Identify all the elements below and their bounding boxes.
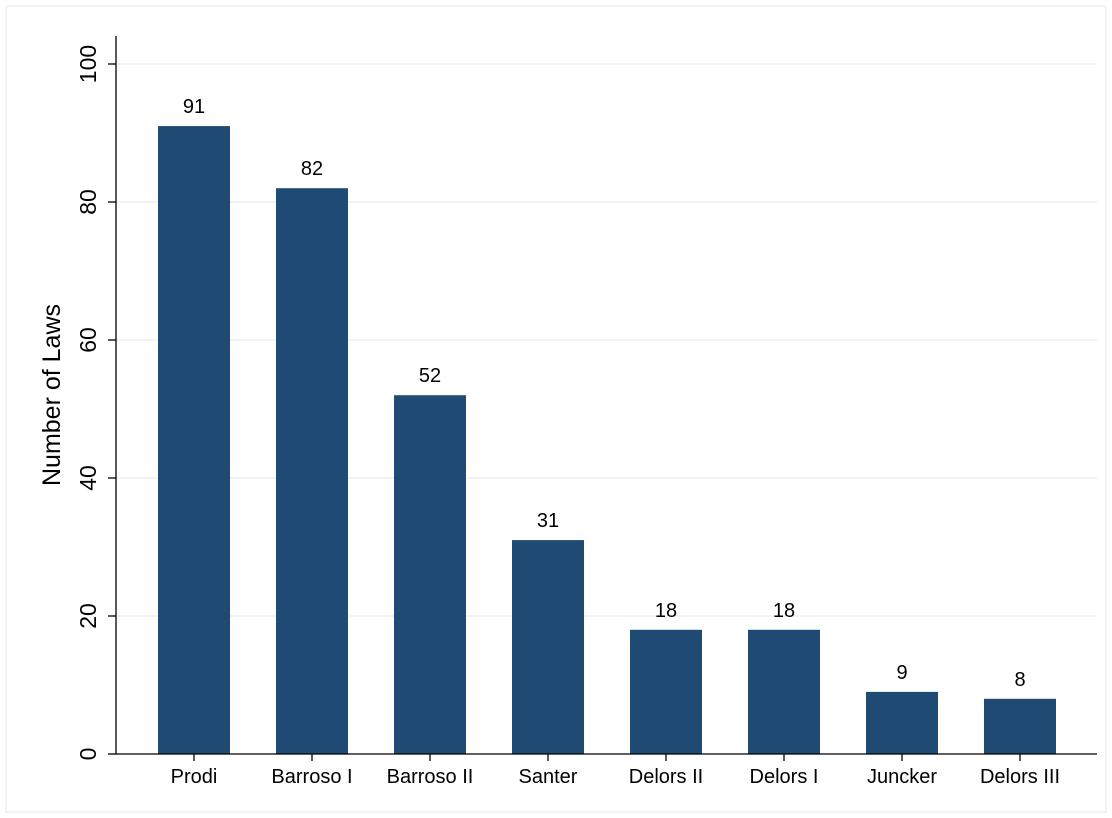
x-ticks: Prodi Barroso I Barroso II Santer Delors II D… — [171, 754, 1060, 788]
x-tick-label: Juncker — [867, 766, 937, 788]
data-label: 52 — [419, 365, 441, 387]
bar — [748, 629, 820, 754]
bar — [276, 188, 348, 754]
x-tick-label: Prodi — [171, 766, 218, 788]
data-labels: 91 82 52 31 18 18 9 8 — [183, 96, 1026, 691]
bar — [512, 540, 584, 754]
bar — [158, 126, 230, 755]
bar — [866, 691, 938, 754]
bars — [158, 126, 1056, 755]
x-tick-label: Delors II — [629, 766, 703, 788]
axes — [115, 36, 1097, 755]
x-tick-label: Delors I — [750, 766, 819, 788]
x-tick-label: Barroso I — [271, 766, 352, 788]
x-tick-label: Delors III — [980, 766, 1060, 788]
bar — [984, 698, 1056, 754]
bar — [630, 629, 702, 754]
data-label: 31 — [537, 510, 559, 532]
y-ticks: 0 20 40 60 80 100 — [75, 45, 116, 761]
data-label: 8 — [1014, 669, 1025, 691]
bar — [394, 395, 466, 754]
y-tick-label: 100 — [75, 45, 101, 83]
y-tick-label: 60 — [75, 327, 101, 353]
data-label: 9 — [896, 662, 907, 684]
y-tick-label: 40 — [75, 465, 101, 491]
y-tick-label: 0 — [75, 748, 101, 761]
data-label: 82 — [301, 158, 323, 180]
y-tick-label: 20 — [75, 603, 101, 629]
data-label: 18 — [773, 600, 795, 622]
x-tick-label: Barroso II — [387, 766, 474, 788]
x-tick-label: Santer — [519, 766, 578, 788]
data-label: 91 — [183, 96, 205, 118]
y-tick-label: 80 — [75, 189, 101, 215]
y-axis-label: Number of Laws — [38, 304, 66, 486]
data-label: 18 — [655, 600, 677, 622]
